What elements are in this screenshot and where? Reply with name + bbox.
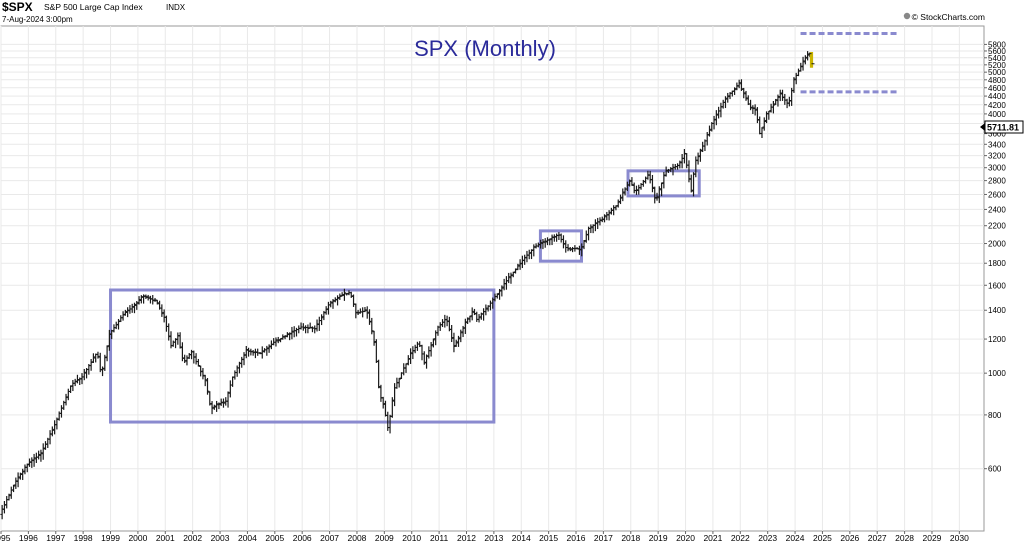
y-tick-label: 3000 bbox=[988, 164, 1006, 173]
y-tick-label: 2000 bbox=[988, 240, 1006, 249]
chart-security-name: S&P 500 Large Cap Index bbox=[44, 2, 143, 12]
y-tick-label: 600 bbox=[988, 465, 1002, 474]
x-tick-label: 2014 bbox=[512, 533, 531, 543]
y-tick-label: 4800 bbox=[988, 76, 1006, 85]
y-tick-label: 1600 bbox=[988, 281, 1006, 290]
x-tick-label: 2016 bbox=[567, 533, 586, 543]
x-tick-label: 2023 bbox=[758, 533, 777, 543]
x-tick-label: 1999 bbox=[101, 533, 120, 543]
y-axis: 600 800 1000 1200 1400 1600 1800 2000 2200 2400 26… bbox=[984, 40, 1006, 474]
y-tick-label: 4000 bbox=[988, 110, 1006, 119]
x-tick-label: 2003 bbox=[211, 533, 230, 543]
price-tag-arrow-icon bbox=[980, 123, 985, 131]
x-tick-label: 2009 bbox=[375, 533, 394, 543]
x-tick-label: 2000 bbox=[128, 533, 147, 543]
range-box bbox=[109, 288, 496, 424]
y-tick-label: 1400 bbox=[988, 306, 1006, 315]
projection-lines bbox=[800, 31, 900, 94]
y-tick-label: 2200 bbox=[988, 222, 1006, 231]
chart-exchange: INDX bbox=[166, 3, 186, 12]
y-tick-label: 1800 bbox=[988, 259, 1006, 268]
price-tag-value: 5711.81 bbox=[987, 123, 1019, 133]
range-box bbox=[626, 169, 701, 198]
x-tick-label: 1995 bbox=[0, 533, 11, 543]
y-tick-label: 1200 bbox=[988, 335, 1006, 344]
chart-symbol: $SPX bbox=[2, 0, 33, 14]
x-tick-label: 2020 bbox=[676, 533, 695, 543]
x-tick-label: 2027 bbox=[868, 533, 887, 543]
x-tick-label: 2030 bbox=[950, 533, 969, 543]
y-tick-label: 3600 bbox=[988, 130, 1006, 139]
x-tick-label: 2013 bbox=[484, 533, 503, 543]
x-tick-label: 1998 bbox=[74, 533, 93, 543]
y-tick-label: 4200 bbox=[988, 101, 1006, 110]
y-tick-label: 4400 bbox=[988, 92, 1006, 101]
x-tick-label: 1997 bbox=[46, 533, 65, 543]
x-tick-label: 2001 bbox=[156, 533, 175, 543]
y-tick-label: 4600 bbox=[988, 84, 1006, 93]
y-tick-label: 2400 bbox=[988, 205, 1006, 214]
y-tick-label: 3400 bbox=[988, 140, 1006, 149]
x-tick-label: 2006 bbox=[293, 533, 312, 543]
x-tick-label: 2028 bbox=[895, 533, 914, 543]
x-tick-label: 2008 bbox=[348, 533, 367, 543]
x-tick-label: 2024 bbox=[786, 533, 805, 543]
current-price-tag: 5711.81 bbox=[980, 120, 1024, 134]
chart-brand: © StockCharts.com bbox=[912, 12, 985, 22]
gridlines bbox=[0, 26, 984, 531]
y-tick-label: 5200 bbox=[988, 61, 1006, 70]
x-tick-label: 2021 bbox=[703, 533, 722, 543]
x-tick-label: 2012 bbox=[457, 533, 476, 543]
x-tick-label: 2022 bbox=[731, 533, 750, 543]
y-tick-label: 1000 bbox=[988, 369, 1006, 378]
chart-timestamp: 7-Aug-2024 3:00pm bbox=[2, 15, 73, 24]
price-bars bbox=[0, 51, 815, 520]
x-tick-label: 2019 bbox=[649, 533, 668, 543]
y-tick-label: 3200 bbox=[988, 152, 1006, 161]
x-tick-label: 2017 bbox=[594, 533, 613, 543]
y-tick-label: 800 bbox=[988, 411, 1002, 420]
x-axis: 1995 1996 1997 1998 1999 2000 2001 2002 2003 2004… bbox=[0, 531, 969, 543]
plot-area bbox=[0, 25, 985, 532]
y-tick-label: 2800 bbox=[988, 177, 1006, 186]
x-tick-label: 2026 bbox=[840, 533, 859, 543]
x-tick-label: 2007 bbox=[320, 533, 339, 543]
x-tick-label: 1996 bbox=[19, 533, 38, 543]
x-tick-label: 2025 bbox=[813, 533, 832, 543]
x-tick-label: 2002 bbox=[183, 533, 202, 543]
stockcharts-logo-icon bbox=[903, 12, 911, 20]
y-tick-label: 2600 bbox=[988, 190, 1006, 199]
x-tick-label: 2015 bbox=[539, 533, 558, 543]
chart-title: SPX (Monthly) bbox=[414, 36, 556, 61]
last-bar bbox=[809, 51, 814, 68]
x-tick-label: 2010 bbox=[402, 533, 421, 543]
y-tick-label: 5800 bbox=[988, 40, 1006, 49]
x-tick-label: 2004 bbox=[238, 533, 257, 543]
x-tick-label: 2005 bbox=[265, 533, 284, 543]
x-tick-label: 2018 bbox=[621, 533, 640, 543]
y-tick-label: 5600 bbox=[988, 47, 1006, 56]
x-tick-label: 2011 bbox=[430, 533, 449, 543]
x-tick-label: 2029 bbox=[923, 533, 942, 543]
y-tick-label: 5400 bbox=[988, 54, 1006, 63]
y-tick-label: 5000 bbox=[988, 68, 1006, 77]
